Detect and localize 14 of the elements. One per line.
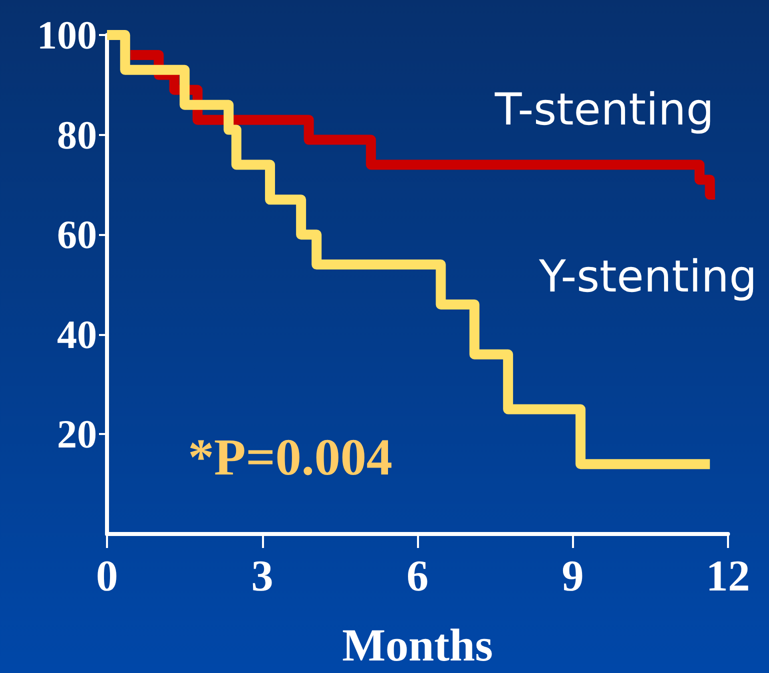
x-tick-label: 12 [706, 552, 750, 600]
annotation: *P=0.004 [188, 430, 392, 486]
y-tick-label: 20 [57, 412, 97, 457]
x-tick-label: 0 [96, 552, 118, 600]
series-label: Y-stenting [538, 252, 758, 302]
y-tick-label: 60 [57, 212, 97, 258]
series-label: T-stenting [494, 84, 714, 136]
x-tick-label: 9 [562, 552, 584, 600]
y-tick-label: 80 [57, 112, 97, 158]
y-tick-label: 40 [57, 312, 97, 357]
x-axis-title: Months [342, 620, 493, 670]
y-tick-label: 100 [37, 12, 97, 58]
x-tick-label: 3 [251, 552, 274, 600]
x-tick-label: 6 [406, 552, 428, 600]
